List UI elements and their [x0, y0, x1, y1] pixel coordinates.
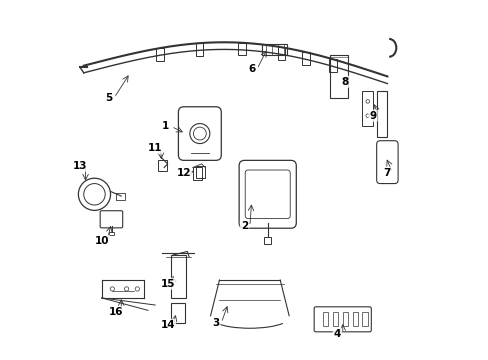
- Bar: [196, 166, 205, 178]
- Bar: [158, 160, 166, 171]
- Text: 7: 7: [383, 168, 390, 178]
- Text: 9: 9: [369, 111, 376, 121]
- Bar: [362, 312, 367, 327]
- Bar: [342, 312, 347, 327]
- Text: 16: 16: [108, 307, 123, 317]
- Bar: [171, 255, 185, 298]
- Bar: [192, 167, 201, 180]
- Text: 8: 8: [340, 77, 347, 87]
- Text: 14: 14: [160, 320, 175, 330]
- Bar: [262, 44, 287, 55]
- Bar: [329, 55, 347, 98]
- Text: 11: 11: [148, 143, 162, 153]
- Text: 5: 5: [105, 93, 112, 103]
- Text: 2: 2: [241, 221, 247, 231]
- Bar: [277, 47, 285, 60]
- Bar: [323, 312, 328, 327]
- Bar: [301, 52, 309, 64]
- Bar: [195, 43, 203, 56]
- Text: 3: 3: [212, 318, 219, 328]
- Text: 10: 10: [94, 236, 109, 246]
- Bar: [328, 59, 336, 72]
- Bar: [332, 312, 338, 327]
- Text: 6: 6: [247, 64, 255, 74]
- Bar: [264, 237, 271, 244]
- Text: 13: 13: [73, 161, 87, 171]
- Text: 1: 1: [162, 121, 169, 131]
- Bar: [352, 312, 357, 327]
- Bar: [116, 193, 124, 200]
- Bar: [171, 303, 184, 323]
- Bar: [376, 91, 386, 137]
- Bar: [362, 91, 372, 126]
- Bar: [108, 232, 114, 235]
- Bar: [238, 43, 245, 55]
- Text: 4: 4: [333, 329, 340, 339]
- Text: 15: 15: [160, 279, 175, 289]
- Bar: [156, 48, 163, 61]
- Text: 12: 12: [176, 168, 191, 178]
